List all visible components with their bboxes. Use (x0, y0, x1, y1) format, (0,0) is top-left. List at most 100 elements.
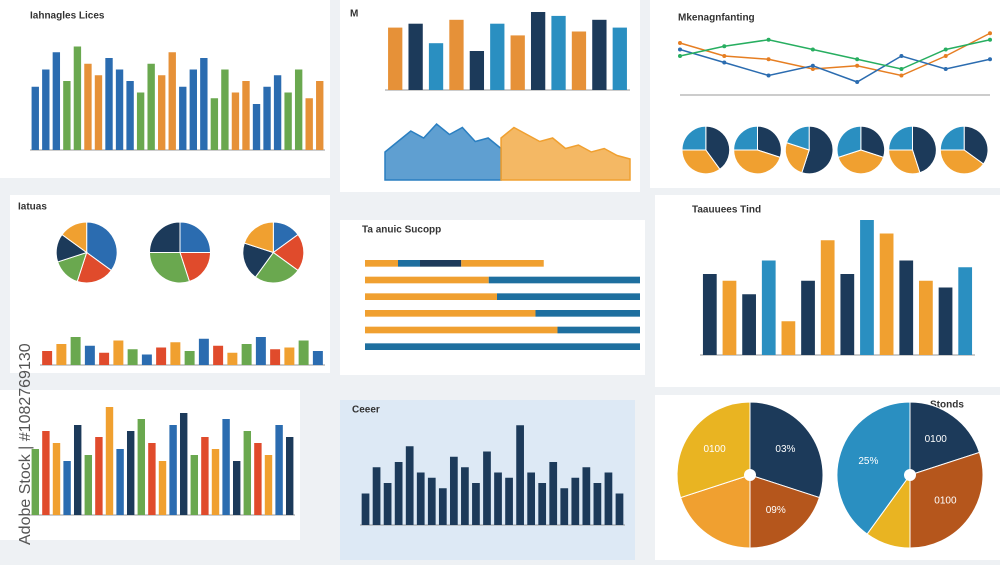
bar (52, 443, 61, 515)
bar (472, 483, 480, 525)
slice-label: 09% (766, 505, 786, 516)
bar (263, 86, 271, 150)
bar (416, 472, 425, 525)
bar (405, 446, 414, 525)
dot (855, 57, 860, 62)
pie-slice (888, 149, 921, 175)
bar-segment (365, 343, 640, 350)
pie-slice (836, 401, 911, 535)
bar (316, 81, 324, 150)
bar-segment (497, 293, 640, 300)
bar (73, 46, 82, 150)
bar (31, 86, 39, 150)
bar (231, 92, 240, 150)
bar-segment (365, 260, 398, 267)
dot (988, 37, 992, 42)
bar (938, 287, 953, 355)
bar (31, 449, 40, 515)
bar (840, 274, 855, 355)
bar (222, 419, 230, 515)
panel-title: Ceeer (352, 405, 380, 416)
bar (538, 483, 547, 525)
panel-title: Iatuas (18, 202, 47, 213)
panel-title: M (350, 9, 358, 20)
area (500, 126, 631, 181)
bar (127, 349, 138, 365)
bar (761, 260, 776, 355)
bar (264, 455, 273, 515)
bar (312, 351, 323, 365)
bar (742, 294, 756, 355)
bar-segment (488, 276, 640, 284)
pie-slice (733, 125, 758, 151)
bar (615, 493, 624, 525)
bar (189, 69, 197, 150)
pie-slice (909, 401, 981, 476)
bar (148, 443, 156, 515)
slice-label: 0100 (703, 444, 726, 455)
bar (449, 456, 458, 525)
pie-slice (61, 221, 88, 254)
bar (438, 488, 447, 525)
pie-slice (939, 125, 965, 151)
dot (988, 31, 992, 36)
bar (490, 23, 505, 91)
bar (147, 63, 155, 150)
bar (243, 431, 252, 515)
bar (232, 461, 241, 515)
bar (200, 58, 208, 150)
bar (99, 352, 110, 365)
dot (722, 44, 727, 49)
bar (593, 483, 602, 525)
bar (137, 419, 146, 515)
dot (678, 41, 682, 45)
bar (63, 461, 71, 515)
bar (70, 337, 81, 365)
bar (408, 23, 423, 91)
pie-slice (909, 451, 984, 549)
pie-slice (254, 251, 299, 284)
bar (184, 351, 195, 365)
bar (179, 413, 188, 515)
slice-label: 25% (858, 456, 878, 467)
bar (170, 342, 181, 365)
bar (42, 351, 53, 365)
pie-slice (836, 125, 862, 158)
bar (136, 92, 145, 150)
pie-center (904, 469, 916, 481)
bar-segment (398, 260, 420, 267)
pie-slice (733, 149, 781, 175)
pie-slice (749, 401, 824, 499)
line (679, 38, 991, 70)
bar (113, 340, 124, 365)
panel-title: Stonds (930, 400, 964, 411)
watermark: Adobe Stock | #1082769130 (17, 343, 34, 545)
dot (766, 57, 771, 62)
bar-segment (365, 310, 536, 317)
dot (722, 54, 727, 58)
bar (158, 461, 167, 515)
bar (428, 43, 444, 90)
bar (294, 69, 303, 150)
pie-slice (86, 221, 118, 272)
bar (820, 240, 835, 355)
bar-segment (535, 310, 640, 317)
bar-segment (461, 260, 544, 267)
bar (270, 349, 281, 365)
dot (678, 54, 682, 58)
bar (494, 472, 502, 525)
bar (361, 493, 370, 525)
bar (84, 345, 95, 365)
panel-title: Ta anuic Sucopp (362, 225, 441, 236)
bar (168, 52, 176, 150)
line (679, 48, 991, 83)
pie-slice (243, 221, 274, 254)
pie-slice (939, 149, 985, 175)
bar (63, 81, 71, 150)
bar (781, 321, 796, 355)
bar (461, 467, 469, 525)
bar-segment (557, 326, 640, 334)
bar (210, 98, 219, 150)
